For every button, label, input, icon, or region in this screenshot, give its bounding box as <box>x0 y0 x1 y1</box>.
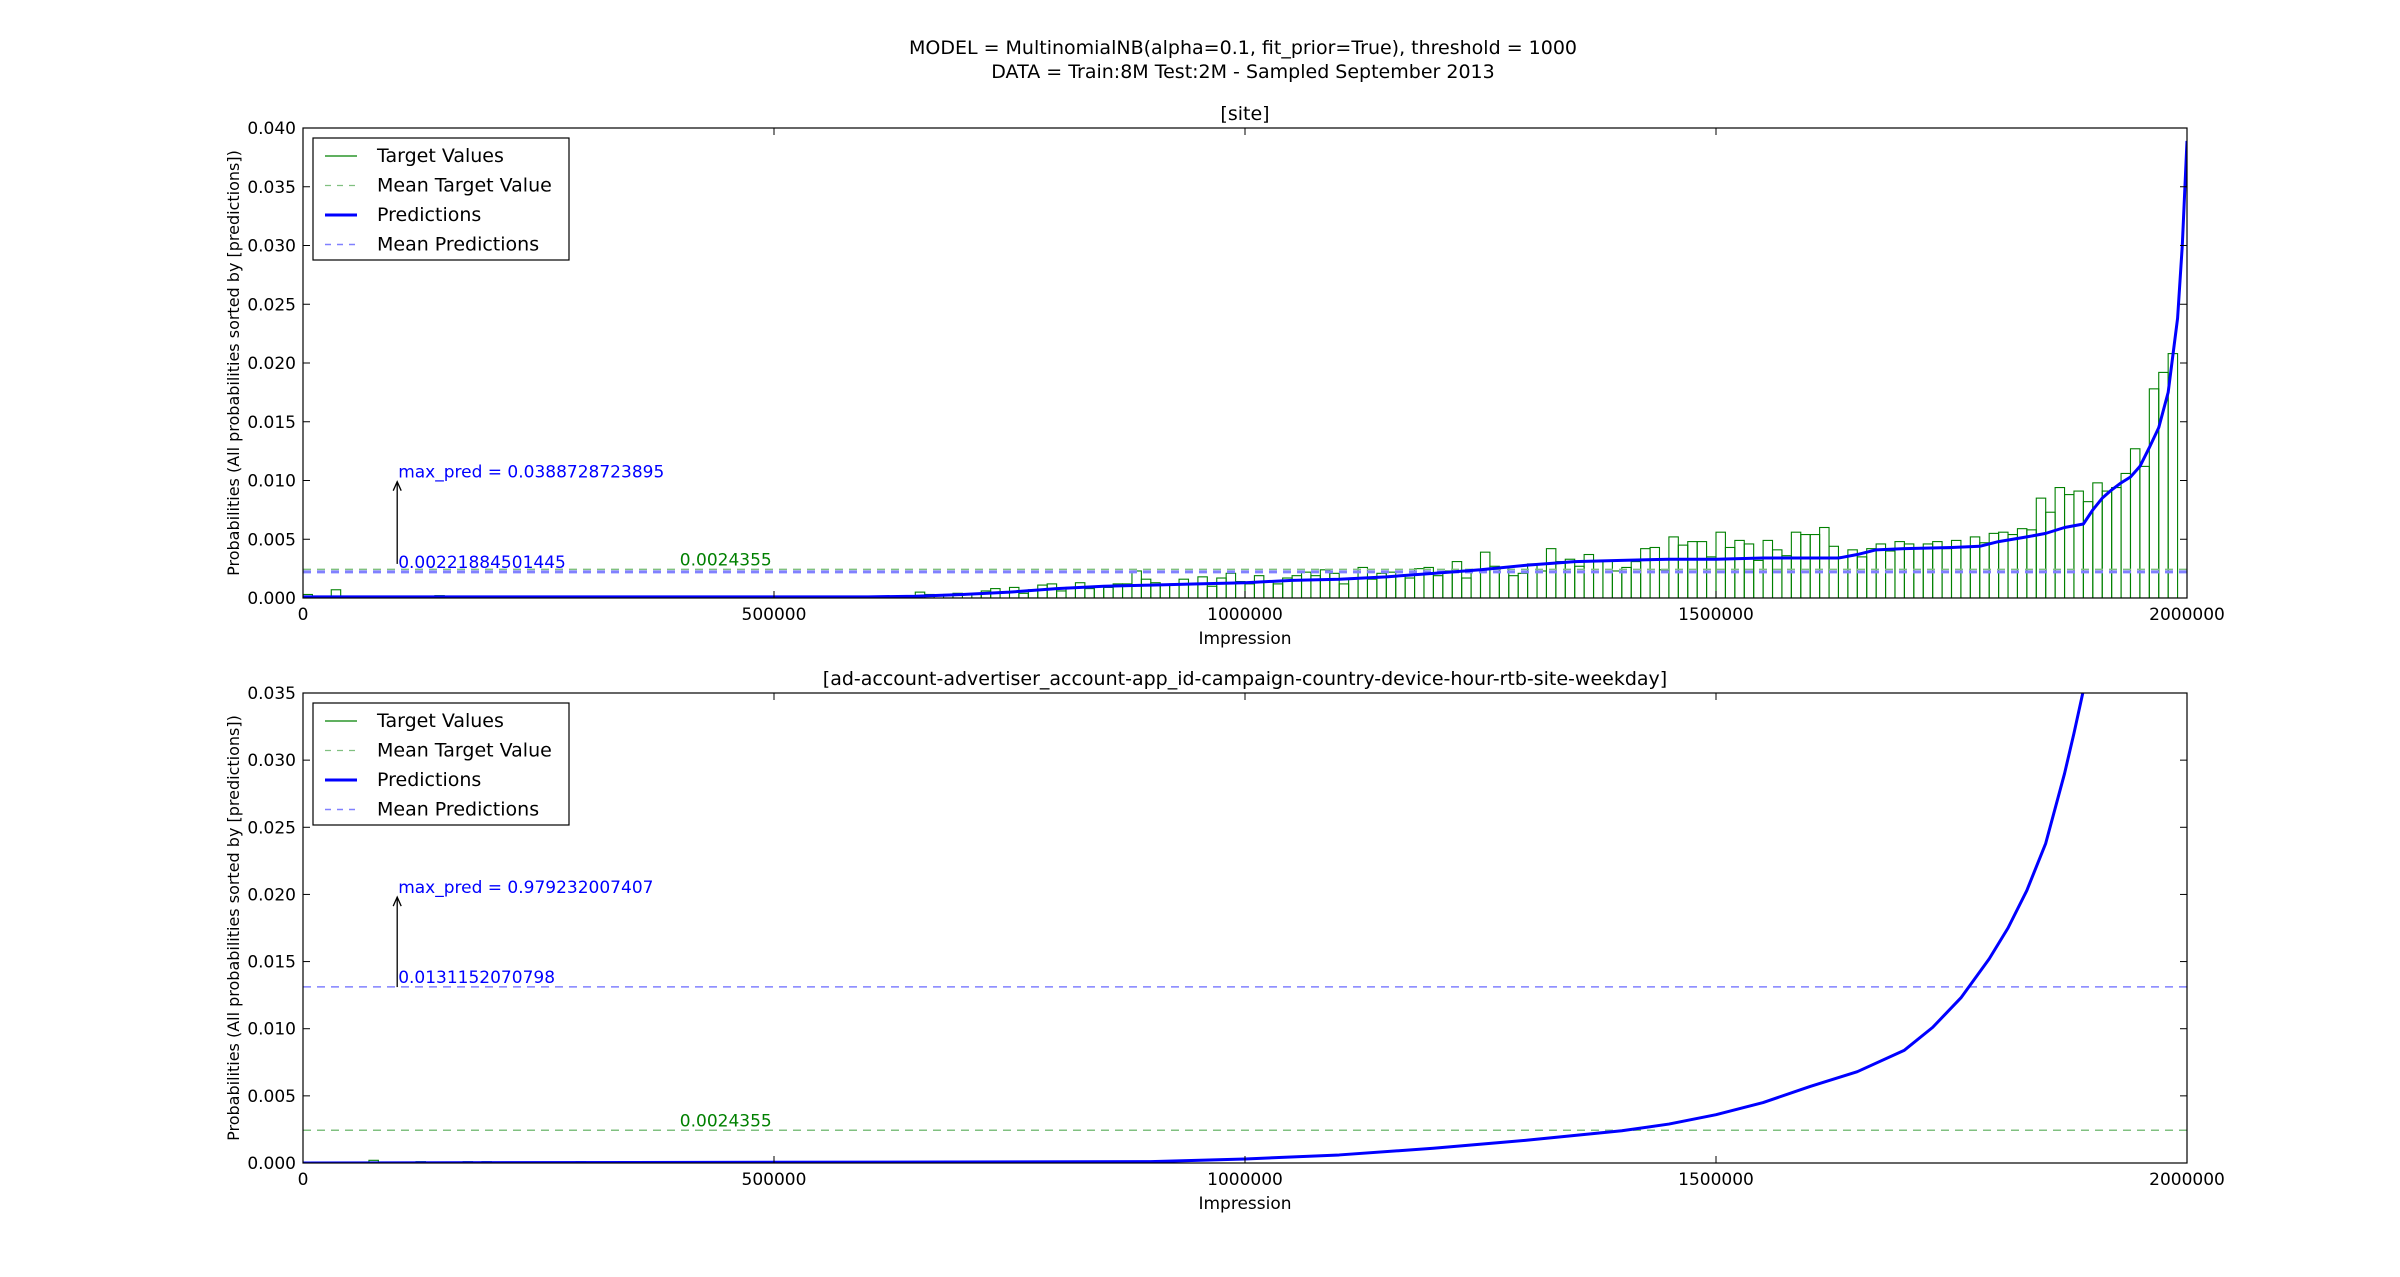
y-tick-label: 0.030 <box>247 751 296 771</box>
max-pred-arrow-head <box>392 480 402 491</box>
plot-area <box>303 140 2187 598</box>
chart-site: 0 500000 1000000 1500000 2000000 0.000 0.005 0.… <box>224 103 2225 649</box>
y-tick-label: 0.035 <box>247 178 296 198</box>
legend-predictions-label: Predictions <box>377 769 481 791</box>
y-tick-label: 0.025 <box>247 295 296 315</box>
y-axis-label: Probabilities (All probabilities sorted … <box>224 150 243 576</box>
legend-box <box>312 702 570 826</box>
mean-pred-label: 0.0131152070798 <box>398 968 555 988</box>
mean-target-label: 0.0024355 <box>680 1111 772 1131</box>
y-tick-label: 0.010 <box>247 472 296 492</box>
x-tick-label: 0 <box>298 605 309 625</box>
legend-mean-target-value-label: Mean Target Value <box>377 740 552 762</box>
figure-suptitle-line1: MODEL = MultinomialNB(alpha=0.1, fit_pri… <box>909 37 1577 59</box>
max-pred-arrow-head <box>392 895 402 907</box>
y-tick-label: 0.010 <box>247 1020 296 1040</box>
y-tick-label: 0.020 <box>247 354 296 374</box>
figure-suptitle-line2: DATA = Train:8M Test:2M - Sampled Septem… <box>991 61 1494 83</box>
y-axis-label: Probabilities (All probabilities sorted … <box>224 715 243 1141</box>
x-tick-label: 1000000 <box>1207 605 1283 625</box>
y-tick-label: 0.000 <box>247 1154 296 1174</box>
legend-predictions-label: Predictions <box>377 204 481 226</box>
chart-title: [site] <box>1220 103 1269 125</box>
y-tick-label: 0.040 <box>247 119 296 139</box>
x-tick-label: 2000000 <box>2149 605 2225 625</box>
max-pred-label: max_pred = 0.979232007407 <box>398 878 653 898</box>
chart-title: [ad-account-advertiser_account-app_id-ca… <box>823 668 1667 690</box>
y-tick-label: 0.000 <box>247 589 296 609</box>
legend-target-values-label: Target Values <box>376 710 504 732</box>
plot-area <box>303 693 2187 1163</box>
y-tick-label: 0.030 <box>247 237 296 257</box>
y-tick-label: 0.005 <box>247 530 296 550</box>
chart-all-features: 0 500000 1000000 1500000 2000000 0.000 0.005 0.… <box>224 668 2225 1214</box>
mean-target-label: 0.0024355 <box>680 550 772 570</box>
target-bar <box>330 589 342 598</box>
x-axis-label: Impression <box>1198 1194 1291 1214</box>
x-axis-label: Impression <box>1198 629 1291 649</box>
x-tick-label: 500000 <box>742 605 807 625</box>
y-tick-label: 0.015 <box>247 953 296 973</box>
legend: Target Values Mean Target Value Prediction… <box>312 702 570 826</box>
max-pred-label: max_pred = 0.0388728723895 <box>398 463 664 483</box>
x-tick-label: 0 <box>298 1170 309 1190</box>
x-tick-label: 500000 <box>742 1170 807 1190</box>
legend: Target Values Mean Target Value Prediction… <box>312 137 570 261</box>
x-tick-label: 1500000 <box>1678 1170 1754 1190</box>
y-tick-label: 0.005 <box>247 1087 296 1107</box>
predictions-line <box>303 693 2085 1163</box>
x-tick-label: 1000000 <box>1207 1170 1283 1190</box>
legend-mean-predictions-label: Mean Predictions <box>377 234 539 256</box>
y-tick-label: 0.035 <box>247 684 296 704</box>
x-tick-label: 2000000 <box>2149 1170 2225 1190</box>
y-tick-label: 0.015 <box>247 413 296 433</box>
legend-mean-predictions-label: Mean Predictions <box>377 799 539 821</box>
legend-mean-target-value-label: Mean Target Value <box>377 175 552 197</box>
predictions-line <box>303 140 2187 598</box>
mean-pred-label: 0.00221884501445 <box>398 553 566 573</box>
x-tick-label: 1500000 <box>1678 605 1754 625</box>
legend-box <box>312 137 570 261</box>
y-tick-label: 0.020 <box>247 885 296 905</box>
y-tick-label: 0.025 <box>247 818 296 838</box>
legend-target-values-label: Target Values <box>376 145 504 167</box>
